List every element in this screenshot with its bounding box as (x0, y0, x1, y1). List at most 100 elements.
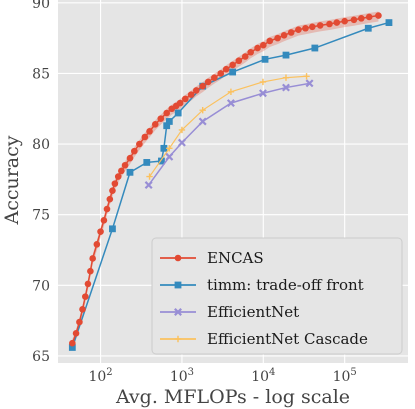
data-point (160, 144, 168, 152)
tick-labels: 102 103 104 105 65 70 75 80 85 90 (32, 0, 357, 385)
series-efficientnet (144, 79, 314, 190)
data-point (282, 83, 290, 92)
data-point (187, 91, 195, 98)
data-point (357, 15, 365, 22)
data-point (308, 23, 316, 31)
data-point (177, 138, 186, 147)
data-point (211, 74, 218, 81)
legend-label: EfficientNet (207, 303, 299, 321)
data-point (258, 89, 267, 98)
data-point (326, 20, 333, 28)
data-point (198, 117, 207, 126)
x-tick-label: 102 (88, 367, 112, 385)
data-point (69, 339, 76, 347)
legend-label: EfficientNet Cascade (207, 330, 368, 348)
data-point (87, 267, 94, 275)
data-point (146, 173, 153, 180)
data-point (158, 157, 165, 165)
data-point (97, 228, 104, 235)
data-point (144, 181, 153, 190)
data-point (114, 173, 122, 180)
data-point (199, 106, 206, 114)
data-point (261, 55, 269, 63)
data-point (72, 330, 80, 337)
data-point (126, 168, 134, 176)
data-point (68, 344, 76, 351)
data-point (157, 115, 165, 122)
y-tick-label: 65 (32, 349, 50, 365)
data-point (106, 195, 114, 203)
data-point (103, 205, 111, 213)
data-point (76, 318, 83, 326)
data-point (303, 73, 310, 80)
data-point (266, 37, 274, 45)
data-point (143, 159, 151, 166)
y-axis-label: Accuracy (1, 135, 23, 225)
data-point (229, 68, 237, 76)
data-point (178, 126, 186, 134)
data-point (121, 161, 129, 169)
data-point (166, 145, 173, 152)
data-point (141, 133, 149, 141)
data-point (181, 95, 189, 103)
legend-marker (174, 335, 182, 343)
data-point (226, 99, 235, 108)
data-point (217, 70, 225, 77)
data-point (350, 16, 358, 24)
data-point (146, 128, 153, 135)
data-point (364, 24, 372, 32)
legend-box (151, 237, 403, 355)
data-point (93, 241, 101, 248)
legend: ENCAS timm: trade-off front EfficientNet Ef… (151, 237, 403, 355)
series-line (149, 75, 307, 177)
x-tick-label: 104 (251, 367, 275, 385)
data-point (295, 26, 302, 33)
data-point (333, 19, 341, 26)
y-tick-label: 80 (32, 137, 50, 153)
data-point (165, 118, 173, 125)
series-line (71, 21, 390, 348)
legend-marker (174, 308, 182, 316)
data-point (192, 87, 200, 94)
series-line (71, 14, 379, 344)
data-point (227, 88, 235, 96)
y-tick-label: 85 (32, 66, 50, 82)
data-point (100, 217, 108, 224)
data-point (126, 154, 134, 162)
data-point (165, 152, 174, 161)
data-point (241, 53, 249, 60)
y-tick-label: 75 (32, 208, 50, 224)
data-point (365, 13, 373, 21)
data-point (247, 48, 254, 56)
series-efficientnet-cascade (146, 73, 310, 180)
data-point (89, 255, 96, 262)
data-point (79, 306, 86, 313)
data-point (282, 51, 290, 59)
data-point (82, 293, 89, 300)
legend-label: ENCAS (207, 249, 264, 267)
series-layer (68, 12, 393, 351)
data-point (375, 12, 382, 19)
x-axis-label: Avg. MFLOPs - log scale (115, 386, 350, 408)
data-point (151, 120, 159, 128)
data-point (229, 61, 236, 69)
data-point (199, 82, 206, 90)
data-point (163, 122, 171, 130)
data-point (341, 17, 348, 25)
data-point (111, 180, 119, 187)
data-point (222, 65, 230, 73)
series-timm-trade-off-front (68, 19, 393, 351)
y-tick-label: 70 (32, 278, 50, 294)
y-tick-label: 90 (32, 0, 50, 12)
legend-marker (174, 281, 182, 289)
data-point (204, 78, 212, 86)
data-point (385, 19, 393, 26)
data-point (176, 99, 184, 107)
data-point (235, 57, 243, 65)
data-point (136, 140, 143, 148)
x-tick-label: 103 (170, 367, 194, 385)
legend-marker (174, 254, 182, 262)
legend-label: timm: trade-off front (207, 276, 364, 294)
data-point (260, 41, 267, 49)
